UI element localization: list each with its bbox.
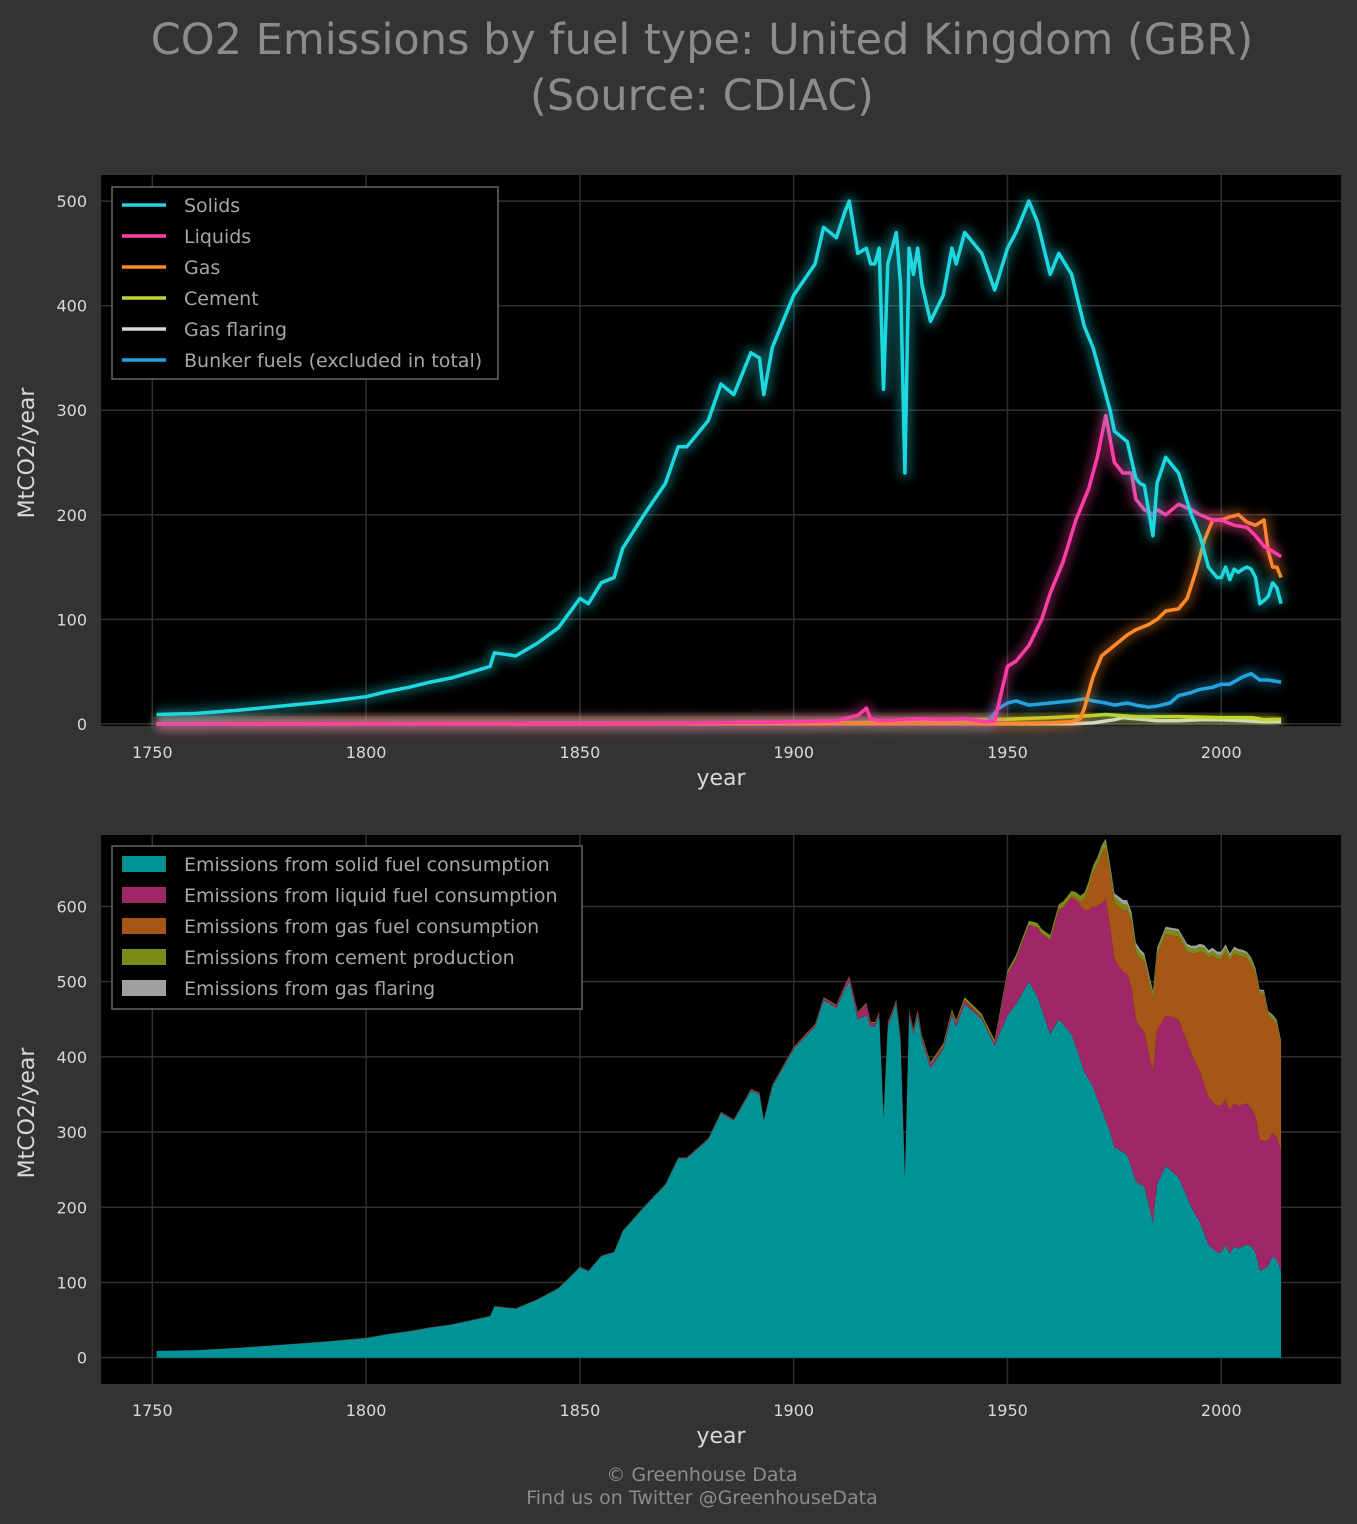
- series-line-gas: [156, 513, 1283, 726]
- top-x-tick-label: 1900: [773, 743, 814, 762]
- bot-y-tick-label: 0: [77, 1349, 87, 1368]
- top-chart: 1750 1800 1850 1900 1950 2000 0 100 200 300 400 500…: [15, 175, 1341, 791]
- legend-label-emissions-from-gas-flaring: Emissions from gas flaring: [184, 978, 435, 1000]
- top-x-tick-label: 1850: [560, 743, 601, 762]
- series-gas: [156, 508, 1287, 730]
- legend-label-gas-flaring: Gas flaring: [184, 319, 287, 341]
- bottom-chart: 1750 1800 1850 1900 1950 2000 0 100 200 300 400 500…: [15, 835, 1341, 1449]
- bottom-tick-labels: 1750 1800 1850 1900 1950 2000 0 100 200 300 400 500…: [56, 897, 1241, 1420]
- top-x-tick-label: 1950: [987, 743, 1028, 762]
- legend-label-liquids: Liquids: [184, 226, 251, 248]
- top-series-group: [156, 195, 1287, 730]
- top-y-tick-label: 200: [56, 506, 87, 525]
- legend-swatch-emissions-from-gas-flaring: [122, 980, 166, 996]
- bot-y-tick-label: 500: [56, 973, 87, 992]
- bot-y-tick-label: 400: [56, 1048, 87, 1067]
- bottom-y-axis-label: MtCO2/year: [15, 1047, 40, 1179]
- bot-x-tick-label: 1950: [987, 1401, 1028, 1420]
- top-y-tick-label: 300: [56, 401, 87, 420]
- bot-y-tick-label: 300: [56, 1123, 87, 1142]
- bot-x-tick-label: 1800: [346, 1401, 387, 1420]
- bot-y-tick-label: 600: [56, 897, 87, 916]
- legend-swatch-emissions-from-cement-production: [122, 949, 166, 965]
- chart-title-line2: (Source: CDIAC): [530, 71, 874, 121]
- top-y-tick-label: 100: [56, 610, 87, 629]
- top-legend: Solids Liquids Gas Cement Gas flaring Bunker …: [111, 186, 499, 380]
- legend-label-emissions-from-solid-fuel-consumption: Emissions from solid fuel consumption: [184, 854, 550, 876]
- legend-swatch-emissions-from-solid-fuel-consumption: [122, 856, 166, 872]
- top-x-tick-label: 2000: [1201, 743, 1242, 762]
- bot-x-tick-label: 1850: [560, 1401, 601, 1420]
- bottom-legend: Emissions from solid fuel consumption Emi…: [111, 845, 583, 1010]
- legend-label-solids: Solids: [184, 195, 240, 217]
- series-liquids: [156, 409, 1285, 730]
- legend-swatch-emissions-from-liquid-fuel-consumption: [122, 887, 166, 903]
- bot-x-tick-label: 1900: [773, 1401, 814, 1420]
- top-tick-labels: 1750 1800 1850 1900 1950 2000 0 100 200 300 400 500: [56, 192, 1241, 762]
- top-x-tick-label: 1750: [132, 743, 173, 762]
- footer-twitter: Find us on Twitter @GreenhouseData: [526, 1487, 878, 1509]
- legend-label-gas: Gas: [184, 257, 220, 279]
- top-legend-box: [111, 186, 499, 380]
- bottom-x-axis-label: year: [696, 1424, 746, 1449]
- legend-label-bunker-fuels-excluded-in-total: Bunker fuels (excluded in total): [184, 350, 482, 372]
- bottom-legend-box: [111, 845, 583, 1010]
- bot-y-tick-label: 200: [56, 1198, 87, 1217]
- bottom-series-group: [156, 838, 1282, 1358]
- area-emissions-from-solid-fuel-consumption: [156, 981, 1282, 1358]
- series-solids: [156, 195, 1287, 721]
- series-line-liquids: [156, 413, 1283, 726]
- legend-label-emissions-from-gas-fuel-consumption: Emissions from gas fuel consumption: [184, 916, 539, 938]
- legend-swatch-emissions-from-gas-fuel-consumption: [122, 918, 166, 934]
- legend-label-cement: Cement: [184, 288, 259, 310]
- bot-x-tick-label: 2000: [1201, 1401, 1242, 1420]
- top-y-tick-label: 500: [56, 192, 87, 211]
- footer-copyright: © Greenhouse Data: [606, 1464, 797, 1486]
- legend-label-emissions-from-cement-production: Emissions from cement production: [184, 947, 515, 969]
- series-line-bunker-fuels-excluded-in-total: [156, 671, 1282, 726]
- top-y-tick-label: 0: [77, 715, 87, 734]
- bot-x-tick-label: 1750: [132, 1401, 173, 1420]
- bot-y-tick-label: 100: [56, 1273, 87, 1292]
- chart-title-line1: CO2 Emissions by fuel type: United Kingd…: [151, 15, 1253, 65]
- series-bunker-fuels-excluded-in-total: [156, 667, 1283, 730]
- top-x-axis-label: year: [696, 766, 746, 791]
- top-x-tick-label: 1800: [346, 743, 387, 762]
- legend-label-emissions-from-liquid-fuel-consumption: Emissions from liquid fuel consumption: [184, 885, 558, 907]
- top-y-tick-label: 400: [56, 297, 87, 316]
- series-line-solids: [156, 199, 1283, 717]
- top-y-axis-label: MtCO2/year: [15, 387, 40, 519]
